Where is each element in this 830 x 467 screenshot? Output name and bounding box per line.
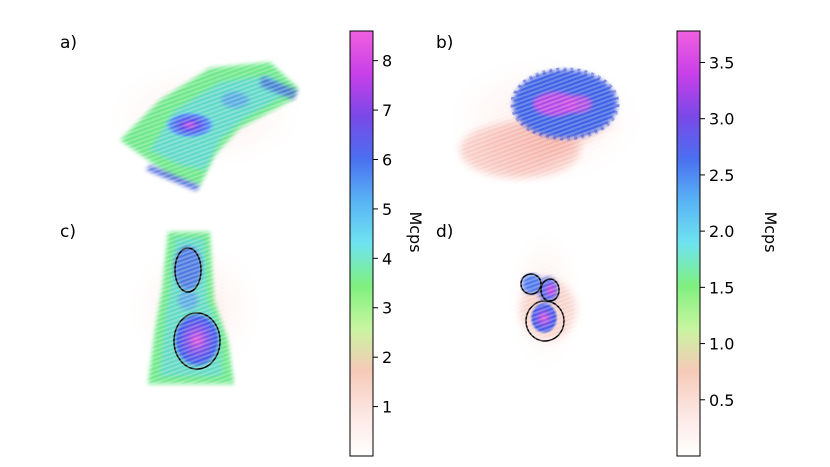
- panel-a-label: a): [60, 33, 77, 53]
- panel-b-label: b): [436, 33, 453, 53]
- colorbar-tick-label: 5: [382, 200, 392, 219]
- panel-c-label: c): [60, 222, 76, 242]
- colorbar-tick-label: 6: [382, 150, 392, 169]
- colorbar-tick-label: 2.5: [709, 166, 734, 185]
- colorbar-right-ticks: 0.5 1.0 1.5 2.0 2.5 3.0 3.5: [700, 53, 734, 410]
- panel-c-map: [120, 232, 270, 384]
- panel-b-map: [435, 40, 655, 195]
- colorbar-tick-label: 3.0: [709, 110, 734, 129]
- colorbar-tick-label: 0.5: [709, 391, 734, 410]
- panel-a-map: [95, 55, 315, 200]
- panel-b: b): [435, 33, 655, 195]
- colorbar-right-gradient: [676, 30, 701, 457]
- colorbar-tick-label: 1.0: [709, 335, 734, 354]
- panel-d-label: d): [436, 222, 453, 242]
- colorbar-tick-label: 1.5: [709, 278, 734, 297]
- colorbar-tick-label: 7: [382, 101, 392, 120]
- panel-a: a): [60, 33, 315, 200]
- panel-c: c): [60, 222, 270, 384]
- colorbar-left-label: Mcps: [406, 211, 425, 252]
- colorbar-tick-label: 3: [382, 299, 392, 318]
- colorbar-tick-label: 1: [382, 398, 392, 417]
- colorbar-tick-label: 2.0: [709, 222, 734, 241]
- panel-d: d): [436, 222, 590, 385]
- colorbar-tick-label: 3.5: [709, 53, 734, 72]
- colorbar-left-gradient: [349, 30, 374, 457]
- colorbar-tick-label: 2: [382, 348, 392, 367]
- colorbar-left: 1 2 3 4 5 6 7 8 Mcps: [349, 30, 425, 457]
- colorbar-right-label: Mcps: [761, 211, 780, 252]
- colorbar-tick-label: 8: [382, 52, 392, 71]
- panel-d-map: [505, 222, 590, 385]
- colorbar-tick-label: 4: [382, 249, 392, 268]
- colorbar-right: 0.5 1.0 1.5 2.0 2.5 3.0 3.5 Mcps: [676, 30, 780, 457]
- colorbar-left-ticks: 1 2 3 4 5 6 7 8: [373, 52, 392, 417]
